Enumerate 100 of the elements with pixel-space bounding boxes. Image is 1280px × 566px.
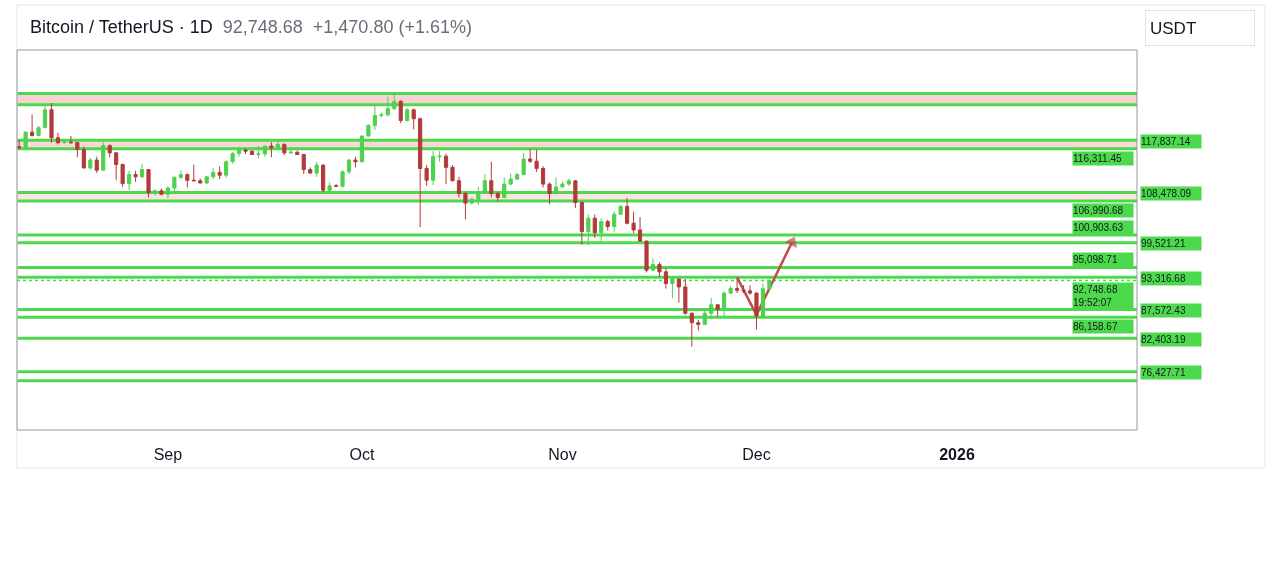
candlestick bbox=[366, 123, 371, 138]
candlestick bbox=[443, 153, 449, 185]
candlestick bbox=[224, 159, 229, 179]
candlestick bbox=[637, 216, 643, 243]
x-tick-label: 2026 bbox=[939, 446, 975, 464]
ref-line-label: 117,837.14 bbox=[1141, 136, 1191, 147]
candlestick bbox=[243, 147, 248, 155]
candlestick bbox=[185, 173, 190, 188]
candlestick bbox=[295, 150, 300, 156]
candlestick bbox=[314, 161, 319, 178]
x-tick-label: Nov bbox=[548, 446, 577, 464]
ref-line-label: 93,316.68 bbox=[1141, 273, 1186, 284]
chart-subtitle: 92,748.68 +1,470.80 (+1.61%) bbox=[222, 17, 472, 38]
candlestick bbox=[230, 151, 235, 164]
candlestick bbox=[333, 183, 339, 188]
candlestick bbox=[741, 284, 746, 294]
candlestick bbox=[178, 169, 183, 180]
candlestick bbox=[191, 164, 196, 182]
candlestick bbox=[625, 197, 630, 225]
candlestick bbox=[17, 139, 22, 150]
candlestick bbox=[631, 211, 636, 234]
ref-line-label: 108,478.09 bbox=[1141, 188, 1192, 199]
candlestick bbox=[308, 166, 313, 175]
candlestick bbox=[398, 99, 403, 124]
candlestick bbox=[534, 148, 539, 173]
candlestick bbox=[618, 204, 623, 216]
candlestick bbox=[696, 319, 701, 332]
candlestick bbox=[107, 143, 112, 158]
candlestick bbox=[579, 200, 584, 245]
candlestick bbox=[88, 157, 93, 171]
ref-line-label: 95,098.71 bbox=[1073, 254, 1118, 265]
candlestick bbox=[55, 132, 61, 145]
candlestick bbox=[379, 112, 384, 119]
ref-line-label: 92,748.68 19:52:07 bbox=[1073, 284, 1118, 308]
candlestick bbox=[728, 285, 733, 295]
candlestick bbox=[217, 165, 222, 180]
candlestick bbox=[282, 142, 287, 156]
candlestick bbox=[747, 284, 753, 296]
candlestick bbox=[269, 141, 274, 158]
candlestick bbox=[528, 148, 533, 164]
ref-line-label: 82,403.19 bbox=[1141, 334, 1186, 345]
x-tick-label: Dec bbox=[742, 446, 771, 464]
candlestick bbox=[683, 278, 688, 316]
candlestick bbox=[159, 188, 164, 196]
candlestick bbox=[424, 164, 429, 187]
candlestick bbox=[321, 164, 326, 193]
x-tick-label: Oct bbox=[349, 446, 375, 464]
candlestick bbox=[592, 213, 597, 239]
candlestick bbox=[547, 181, 552, 205]
candlestick bbox=[405, 107, 410, 123]
candlestick bbox=[411, 108, 416, 130]
candlestick bbox=[676, 278, 681, 304]
candlestick bbox=[81, 146, 86, 169]
x-tick-label: Sep bbox=[153, 446, 183, 464]
ref-line-label: 99,521.21 bbox=[1141, 238, 1186, 249]
ref-line-label: 87,572.43 bbox=[1141, 305, 1186, 316]
candlestick bbox=[249, 149, 255, 156]
chart-title: Bitcoin / TetherUS · 1D bbox=[30, 17, 213, 38]
candlestick bbox=[301, 153, 306, 175]
candlestick bbox=[573, 179, 578, 209]
candlestick bbox=[450, 164, 455, 182]
candlestick bbox=[75, 141, 80, 158]
candlestick bbox=[508, 173, 513, 186]
candlestick bbox=[657, 261, 662, 278]
candlestick bbox=[198, 178, 203, 185]
candlestick bbox=[346, 158, 352, 175]
candlestick bbox=[204, 175, 209, 185]
candlestick bbox=[540, 165, 546, 188]
candlestick bbox=[521, 152, 526, 176]
ref-line-label: 116,311.45 bbox=[1073, 153, 1122, 164]
candlestick bbox=[560, 181, 565, 188]
ref-line-label: 86,158.67 bbox=[1073, 321, 1118, 332]
candlestick bbox=[463, 191, 468, 220]
candlestick bbox=[49, 102, 54, 144]
candlestick bbox=[456, 176, 462, 199]
text: USDT bbox=[1150, 18, 1197, 38]
candlestick bbox=[689, 312, 694, 348]
candlestick bbox=[754, 292, 759, 330]
candlestick bbox=[36, 125, 41, 138]
candlestick bbox=[734, 278, 740, 294]
candlestick bbox=[146, 168, 151, 199]
candlestick bbox=[515, 172, 520, 181]
candlestick bbox=[211, 167, 216, 180]
candlestick bbox=[605, 219, 610, 231]
ref-line-label: 76,427.71 bbox=[1141, 367, 1186, 378]
candlestick bbox=[489, 161, 494, 199]
candlestick bbox=[566, 178, 571, 187]
candlestick bbox=[715, 303, 720, 318]
candlestick bbox=[30, 113, 35, 138]
candlestick bbox=[663, 268, 669, 290]
candlestick bbox=[114, 151, 119, 181]
candlestick bbox=[139, 163, 145, 179]
ref-line-label: 100,903.63 bbox=[1073, 222, 1124, 233]
candlestick bbox=[495, 191, 500, 202]
candlestick bbox=[418, 117, 423, 228]
candlestick bbox=[68, 135, 73, 144]
ref-line-label: 106,990.68 bbox=[1073, 205, 1124, 216]
candlestick bbox=[644, 240, 649, 273]
candlestick bbox=[120, 162, 125, 188]
candlestick bbox=[94, 156, 99, 174]
